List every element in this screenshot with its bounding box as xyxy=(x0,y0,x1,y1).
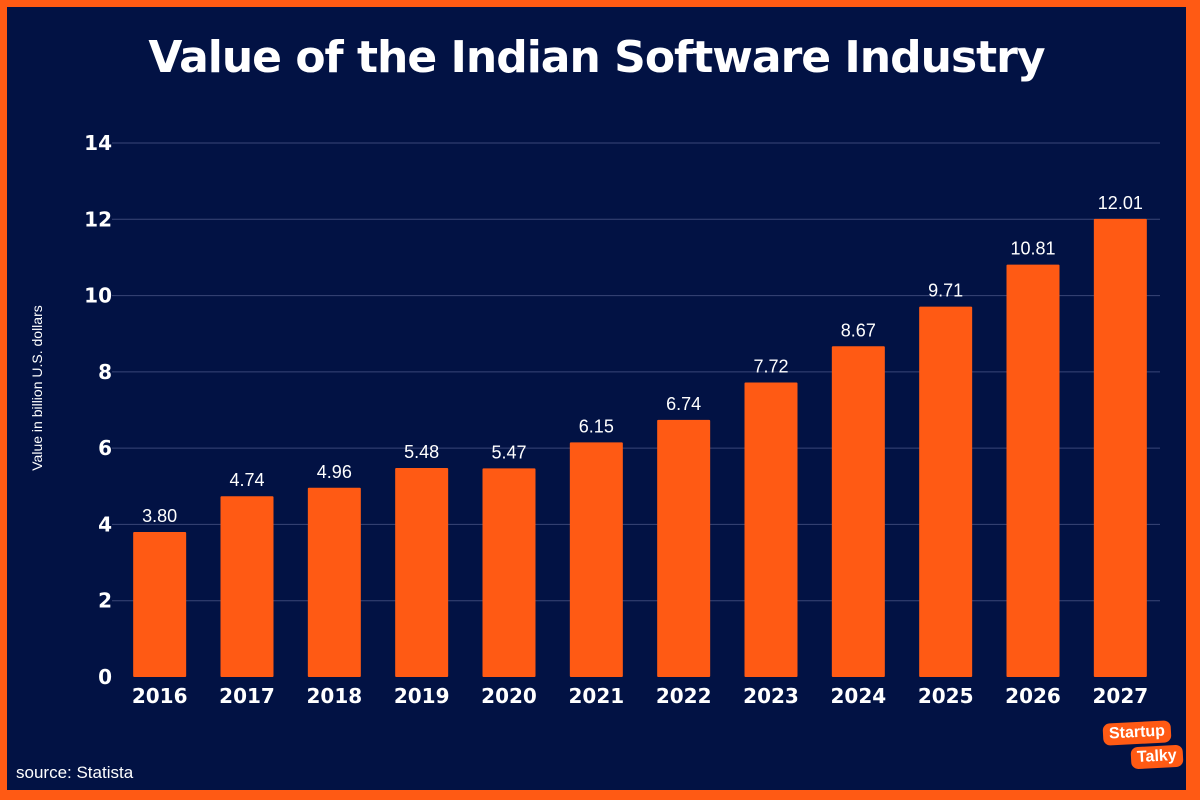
data-label: 3.80 xyxy=(142,506,177,526)
data-label: 6.74 xyxy=(666,394,701,414)
data-label: 9.71 xyxy=(928,281,963,301)
x-tick-label: 2024 xyxy=(830,684,886,708)
logo-line-2: Talky xyxy=(1130,744,1184,770)
data-label: 5.48 xyxy=(404,442,439,462)
bar-2020 xyxy=(482,468,536,677)
y-tick-label: 10 xyxy=(84,284,112,308)
bar-2018 xyxy=(307,487,361,677)
y-tick-label: 14 xyxy=(84,131,112,155)
data-label: 10.81 xyxy=(1010,239,1055,259)
data-label: 4.96 xyxy=(317,462,352,482)
bar-2019 xyxy=(395,467,449,677)
data-label: 12.01 xyxy=(1098,193,1143,213)
x-tick-label: 2021 xyxy=(568,684,624,708)
x-tick-label: 2027 xyxy=(1092,684,1148,708)
chart-title: Value of the Indian Software Industry xyxy=(148,32,1045,83)
x-tick-label: 2020 xyxy=(481,684,537,708)
startuptalky-logo: Startup Talky xyxy=(1102,720,1188,780)
y-tick-label: 12 xyxy=(84,207,112,231)
bar-2027 xyxy=(1093,218,1147,677)
data-label: 5.47 xyxy=(491,442,526,462)
bar-2026 xyxy=(1006,264,1060,677)
x-tick-label: 2019 xyxy=(394,684,450,708)
y-tick-label: 0 xyxy=(98,665,112,689)
y-axis-label: Value in billion U.S. dollars xyxy=(29,305,45,471)
x-tick-label: 2022 xyxy=(656,684,712,708)
bar-2022 xyxy=(657,419,711,677)
data-label: 6.15 xyxy=(579,416,614,436)
x-tick-label: 2017 xyxy=(219,684,275,708)
y-tick-label: 2 xyxy=(98,589,112,613)
data-label: 7.72 xyxy=(753,357,788,377)
bar-2023 xyxy=(744,382,798,677)
bar-2025 xyxy=(919,306,973,677)
x-tick-label: 2026 xyxy=(1005,684,1061,708)
source-note: source: Statista xyxy=(16,763,134,782)
y-tick-label: 6 xyxy=(98,436,112,460)
bar-2017 xyxy=(220,496,274,677)
x-tick-label: 2016 xyxy=(132,684,188,708)
bar-2021 xyxy=(569,442,623,677)
data-label: 8.67 xyxy=(841,320,876,340)
y-tick-label: 8 xyxy=(98,360,112,384)
bar-2016 xyxy=(133,532,187,677)
data-label: 4.74 xyxy=(229,470,264,490)
x-tick-label: 2023 xyxy=(743,684,799,708)
x-tick-label: 2018 xyxy=(306,684,362,708)
logo-line-1: Startup xyxy=(1102,720,1172,746)
x-tick-label: 2025 xyxy=(918,684,974,708)
y-tick-label: 4 xyxy=(98,512,112,536)
bar-2024 xyxy=(831,346,885,677)
